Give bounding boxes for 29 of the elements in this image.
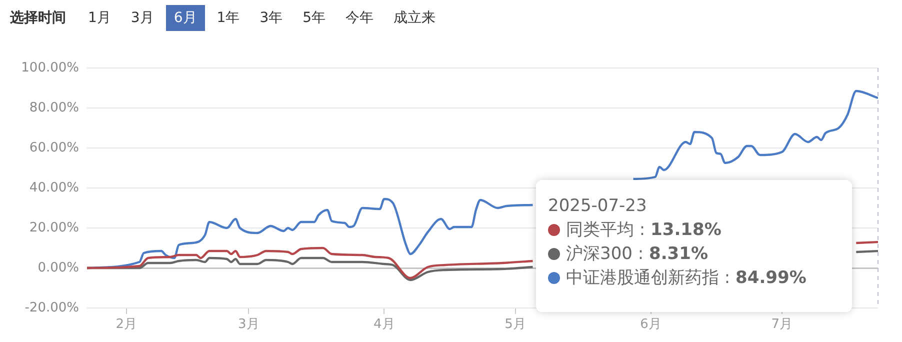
y-tick-label: 80.00% (29, 100, 79, 116)
legend-label: 同类平均 (566, 219, 634, 242)
x-tick-label: 2月 (116, 317, 137, 332)
legend-label: 中证港股通创新药指 (566, 267, 719, 290)
text: 今年 (344, 9, 375, 28)
text: 6月 (166, 5, 205, 31)
x-tick-label: 3月 (238, 317, 260, 332)
x-tick-label: 4月 (374, 317, 395, 332)
text: 3月 (130, 9, 155, 28)
text: 选择时间 (10, 9, 66, 27)
annotation: : 8.31% (636, 243, 708, 266)
text: 1月 (87, 9, 112, 28)
text: 5年 (302, 9, 327, 28)
y-tick-label: 100.00% (21, 60, 79, 76)
text: 3年 (258, 9, 284, 28)
legend-label: 沪深300 (566, 243, 632, 266)
y-tick-label: 60.00% (29, 140, 79, 156)
text: 成立来 (392, 9, 437, 28)
x-tick-label: 6月 (640, 317, 662, 332)
x-tick-label: 7月 (771, 317, 792, 332)
annotation: : 84.99% (723, 267, 806, 290)
text: 1年 (216, 9, 241, 28)
y-tick-label: -20.00% (24, 300, 79, 316)
y-tick-label: 0.00% (38, 260, 79, 276)
annotation: 2025-07-23 (548, 195, 648, 218)
y-tick-label: 20.00% (29, 220, 79, 236)
annotation: : 13.18% (638, 219, 722, 242)
y-tick-label: 40.00% (29, 180, 79, 196)
x-tick-label: 5月 (504, 317, 526, 332)
